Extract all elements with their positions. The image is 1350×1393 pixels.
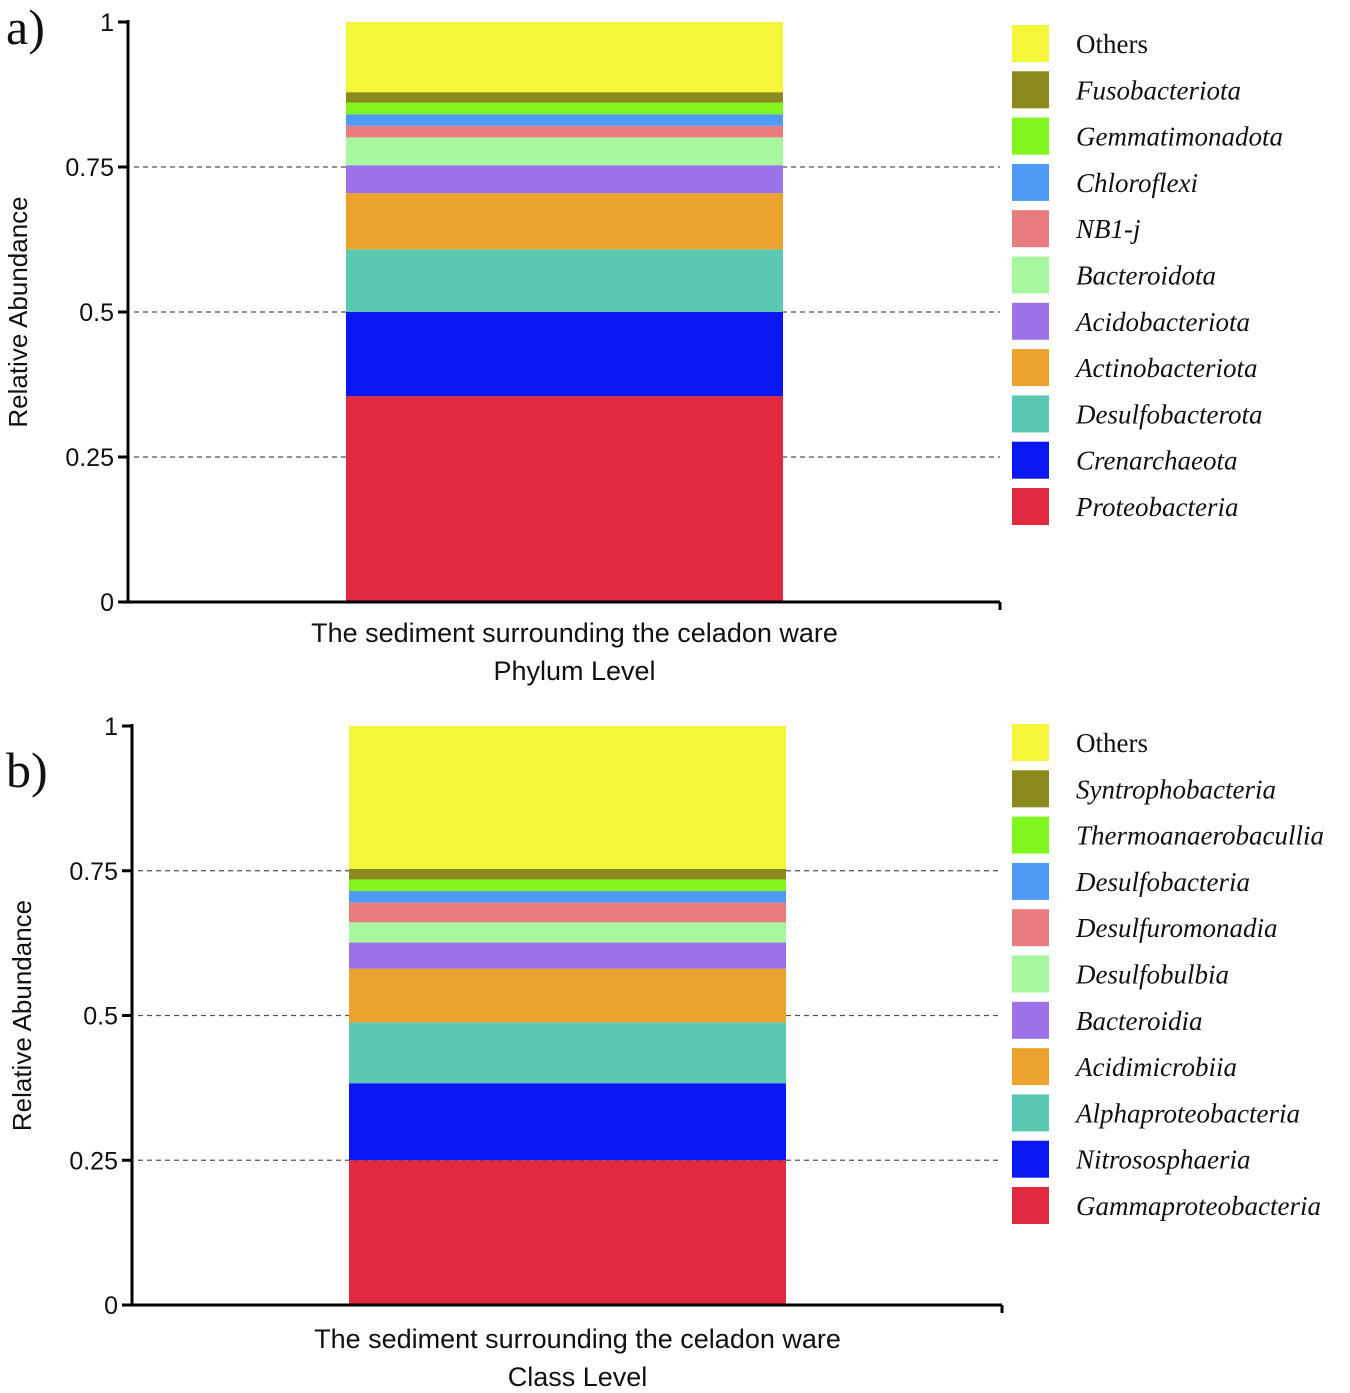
legend-swatch-desulfobacteria	[1012, 862, 1049, 900]
y-tick-label: 0.5	[83, 1003, 118, 1031]
y-tick-label: 0.5	[79, 299, 114, 327]
bar-segment-crenarchaeota	[346, 312, 783, 397]
legend-swatch-gemmatimonadota	[1012, 117, 1049, 155]
legend-swatch-alphaproteobacteria	[1012, 1094, 1049, 1132]
legend-swatch-crenarchaeota	[1012, 441, 1049, 479]
y-tick-label: 0.25	[65, 444, 114, 472]
legend-label-proteobacteria: Proteobacteria	[1075, 492, 1238, 522]
legend-swatch-bacteroidia	[1012, 1001, 1049, 1039]
legend-swatch-nitrososphaeria	[1012, 1140, 1049, 1178]
bar-segment-gammaproteobacteria	[349, 1160, 786, 1305]
legend-label-desulfobulbia: Desulfobulbia	[1075, 960, 1229, 990]
bar-segment-desulfobacteria	[349, 891, 786, 903]
bar-segment-acidobacteriota	[346, 165, 783, 194]
y-tick-label: 0.75	[69, 858, 118, 886]
bar-segment-others	[349, 726, 786, 870]
x-axis-title: Class Level	[508, 1362, 648, 1392]
legend-label-acidobacteriota: Acidobacteriota	[1074, 307, 1250, 337]
legend-swatch-desulfobacterota	[1012, 395, 1049, 433]
legend-swatch-acidimicrobiia	[1012, 1048, 1049, 1086]
x-category-label: The sediment surrounding the celadon war…	[314, 1324, 841, 1354]
bar-segment-nitrososphaeria	[349, 1083, 786, 1161]
chart-panel-a: 0 0.25 0.5 0.75 1 Relative Abundance The sedim…	[3, 0, 1283, 686]
legend-swatch-thermoanaerobacullia	[1012, 816, 1049, 854]
legend-swatch-desulfobulbia	[1012, 955, 1049, 993]
bar-segment-others	[346, 22, 783, 93]
legend-label-alphaproteobacteria: Alphaproteobacteria	[1074, 1098, 1300, 1128]
bar-segment-acidimicrobiia	[349, 968, 786, 1023]
bar-segment-desulfuromonadia	[349, 902, 786, 923]
bar-segment-fusobacteriota	[346, 92, 783, 103]
y-tick-label: 0	[100, 589, 114, 617]
x-category-label: The sediment surrounding the celadon war…	[311, 618, 838, 648]
bar-segment-thermoanaerobacullia	[349, 879, 786, 892]
legend-label-gammaproteobacteria: Gammaproteobacteria	[1076, 1191, 1321, 1221]
legend-label-gemmatimonadota: Gemmatimonadota	[1076, 122, 1283, 152]
legend-label-bacteroidota: Bacteroidota	[1076, 261, 1216, 291]
legend-swatch-others	[1012, 25, 1049, 62]
legend-label-desulfobacteria: Desulfobacteria	[1075, 867, 1250, 897]
legend-label-acidimicrobiia: Acidimicrobiia	[1074, 1052, 1237, 1082]
bar-segment-desulfobacterota	[346, 249, 783, 312]
legend-label-syntrophobacteria: Syntrophobacteria	[1076, 774, 1276, 804]
chart-panel-b: 0 0.25 0.5 0.75 1 Relative Abundance The sedim…	[6, 713, 1324, 1392]
legend-swatch-gammaproteobacteria	[1012, 1187, 1049, 1224]
bar-segment-syntrophobacteria	[349, 869, 786, 880]
bar-segment-chloroflexi	[346, 114, 783, 126]
legend-label-fusobacteriota: Fusobacteriota	[1075, 75, 1241, 105]
legend-swatch-actinobacteriota	[1012, 349, 1049, 387]
bar-segment-actinobacteriota	[346, 193, 783, 250]
legend-swatch-chloroflexi	[1012, 163, 1049, 201]
legend-swatch-syntrophobacteria	[1012, 770, 1049, 808]
legend-label-bacteroidia: Bacteroidia	[1076, 1006, 1202, 1036]
bar-segment-proteobacteria	[346, 396, 783, 602]
bar-segment-desulfobulbia	[349, 922, 786, 943]
legend-label-thermoanaerobacullia: Thermoanaerobacullia	[1076, 821, 1324, 851]
y-tick-label: 0	[104, 1292, 118, 1320]
legend: Others Syntrophobacteria Thermoanaerobacul…	[1012, 724, 1324, 1224]
bar-segment-alphaproteobacteria	[349, 1022, 786, 1084]
bar-segment-bacteroidia	[349, 942, 786, 969]
legend-label-others: Others	[1076, 29, 1148, 59]
legend-label-actinobacteriota: Actinobacteriota	[1074, 353, 1257, 383]
y-tick-label: 0.25	[69, 1147, 118, 1175]
legend-label-nb1-j: NB1-j	[1075, 214, 1141, 244]
legend-label-desulfobacterota: Desulfobacterota	[1075, 399, 1262, 429]
y-tick-label: 0.75	[65, 154, 114, 182]
panel-label: b)	[6, 742, 48, 798]
y-axis-title: Relative Abundance	[7, 900, 37, 1131]
bar-segment-gemmatimonadota	[346, 102, 783, 115]
y-tick-label: 1	[104, 713, 118, 741]
legend-label-others: Others	[1076, 728, 1148, 758]
legend-swatch-nb1-j	[1012, 210, 1049, 248]
legend: Others Fusobacteriota Gemmatimonadota Chlor…	[1012, 25, 1283, 525]
legend-label-nitrososphaeria: Nitrososphaeria	[1075, 1145, 1251, 1175]
y-tick-label: 1	[100, 9, 114, 37]
legend-label-crenarchaeota: Crenarchaeota	[1076, 446, 1237, 476]
legend-swatch-bacteroidota	[1012, 256, 1049, 294]
y-axis-title: Relative Abundance	[3, 196, 33, 427]
legend-swatch-proteobacteria	[1012, 488, 1049, 525]
bar-segment-bacteroidota	[346, 137, 783, 166]
legend-swatch-fusobacteriota	[1012, 71, 1049, 109]
legend-label-desulfuromonadia: Desulfuromonadia	[1075, 913, 1278, 943]
legend-label-chloroflexi: Chloroflexi	[1076, 168, 1198, 198]
bar-segment-nb1-j	[346, 125, 783, 138]
x-axis-title: Phylum Level	[493, 656, 655, 686]
legend-swatch-desulfuromonadia	[1012, 909, 1049, 947]
legend-swatch-acidobacteriota	[1012, 302, 1049, 340]
legend-swatch-others	[1012, 724, 1049, 761]
panel-label: a)	[6, 0, 45, 55]
